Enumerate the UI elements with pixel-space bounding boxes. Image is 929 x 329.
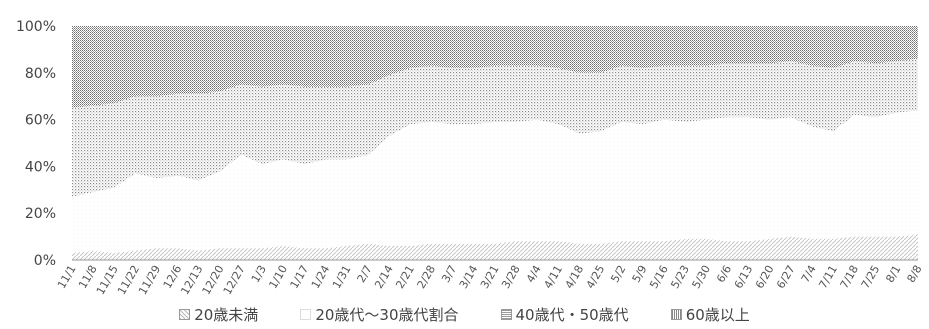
x-tick-label: 1/31 bbox=[330, 263, 354, 291]
y-tick-label: 0% bbox=[34, 253, 56, 269]
x-tick-label: 8/1 bbox=[883, 263, 903, 285]
x-tick-label: 6/13 bbox=[732, 263, 756, 291]
x-tick-label: 3/14 bbox=[457, 263, 481, 291]
x-tick-label: 4/4 bbox=[524, 263, 544, 285]
x-tick-label: 7/11 bbox=[816, 263, 840, 291]
x-tick-label: 8/8 bbox=[904, 263, 924, 285]
legend-label-under20: 20歳未満 bbox=[194, 305, 259, 324]
legend-item: 20歳代～30歳代割合 bbox=[300, 304, 459, 325]
legend-label-20s-30s: 20歳代～30歳代割合 bbox=[315, 305, 459, 324]
x-tick-label: 4/11 bbox=[541, 263, 565, 291]
x-tick-label: 6/20 bbox=[753, 263, 777, 291]
x-tick-label: 5/16 bbox=[647, 263, 671, 291]
legend-item: 40歳代・50歳代 bbox=[500, 304, 629, 325]
x-axis: 11/111/811/1511/2211/2912/612/1312/2012/… bbox=[55, 259, 925, 297]
x-tick-label: 5/30 bbox=[689, 263, 713, 291]
x-tick-label: 7/18 bbox=[838, 263, 862, 291]
x-tick-label: 1/3 bbox=[249, 263, 269, 285]
x-tick-label: 2/21 bbox=[393, 263, 417, 291]
x-tick-label: 12/27 bbox=[221, 263, 248, 297]
x-tick-label: 11/29 bbox=[136, 263, 163, 297]
chart-svg: 0% 20% 40% 60% 80% 100% 11/111/811/1511/2211/… bbox=[16, 19, 925, 297]
x-tick-label: 6/27 bbox=[774, 263, 798, 291]
legend-item: 20歳未満 bbox=[179, 304, 258, 325]
area-series-2 bbox=[72, 58, 918, 197]
legend: 20歳未満 20歳代～30歳代割合 40歳代・50歳代 60歳以上 bbox=[0, 302, 929, 326]
x-tick-label: 3/28 bbox=[499, 263, 523, 291]
y-axis: 0% 20% 40% 60% 80% 100% bbox=[16, 19, 56, 269]
legend-swatch-40s-50s bbox=[500, 308, 512, 320]
x-tick-label: 3/7 bbox=[439, 263, 459, 285]
x-tick-label: 7/4 bbox=[799, 263, 819, 285]
area-series-0 bbox=[72, 234, 918, 260]
x-tick-label: 6/6 bbox=[714, 263, 734, 285]
x-tick-label: 4/18 bbox=[563, 263, 587, 291]
legend-item: 60歳以上 bbox=[670, 304, 750, 325]
legend-label-40s-50s: 40歳代・50歳代 bbox=[515, 305, 629, 324]
area-series-3 bbox=[72, 26, 918, 108]
x-tick-label: 2/28 bbox=[415, 263, 439, 291]
x-tick-label: 2/7 bbox=[355, 263, 375, 285]
x-tick-label: 5/9 bbox=[630, 263, 650, 285]
x-tick-label: 1/24 bbox=[309, 263, 333, 291]
x-tick-label: 2/14 bbox=[372, 263, 396, 291]
legend-label-60plus: 60歳以上 bbox=[685, 305, 750, 324]
legend-swatch-60plus bbox=[670, 308, 682, 320]
plot-area bbox=[72, 26, 918, 260]
y-tick-label: 60% bbox=[25, 113, 56, 129]
legend-swatch-20s-30s bbox=[300, 308, 312, 320]
y-tick-label: 20% bbox=[25, 206, 56, 222]
x-tick-label: 1/10 bbox=[266, 263, 290, 291]
legend-swatch-under20 bbox=[179, 308, 191, 320]
x-tick-label: 5/23 bbox=[668, 263, 692, 291]
x-tick-label: 11/1 bbox=[55, 263, 79, 291]
x-tick-label: 1/17 bbox=[288, 263, 312, 291]
x-tick-label: 4/25 bbox=[584, 263, 608, 291]
area-series-1 bbox=[72, 110, 918, 253]
y-tick-label: 80% bbox=[25, 66, 56, 82]
y-tick-label: 100% bbox=[16, 19, 56, 35]
x-tick-label: 5/2 bbox=[608, 263, 628, 285]
x-tick-label: 3/21 bbox=[478, 263, 502, 291]
x-tick-label: 7/25 bbox=[859, 263, 883, 291]
y-tick-label: 40% bbox=[25, 159, 56, 175]
